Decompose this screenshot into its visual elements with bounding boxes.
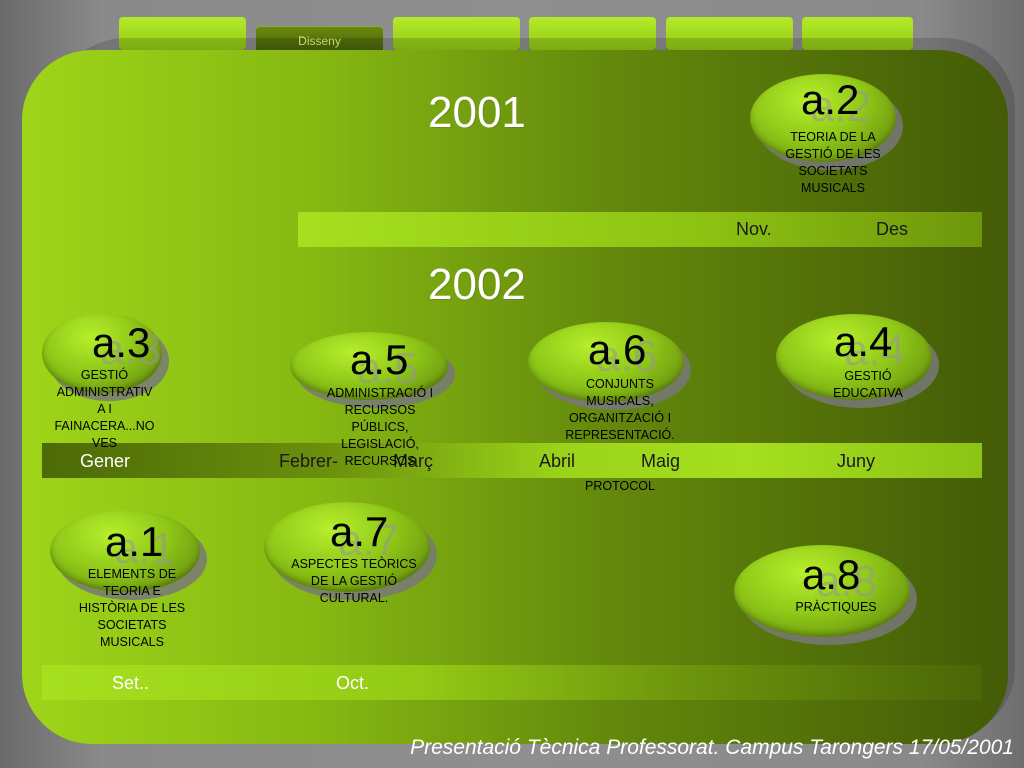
tab-3[interactable] — [393, 17, 520, 50]
module-description: ASPECTES TEÒRICS DE LA GESTIÓ CULTURAL. — [291, 557, 417, 605]
module-code: a.7 — [330, 508, 389, 555]
module-code-ghost: a.2 — [810, 82, 872, 131]
module-description: GESTIÓ EDUCATIVA — [833, 369, 903, 400]
month-label: Set.. — [112, 673, 150, 693]
tab-1[interactable] — [119, 17, 246, 50]
timeline-bar-autumn: Set.. Oct. — [42, 665, 982, 700]
module-description: ELEMENTS DE TEORIA E HISTÒRIA DE LES SOCIET… — [78, 567, 186, 649]
month-label: Des — [876, 219, 909, 239]
module-code: a.8 — [802, 551, 861, 598]
month-label: Maig — [641, 451, 681, 471]
timeline-bar-2001: Nov. Des — [298, 212, 982, 247]
month-label: Febrer- — [279, 451, 339, 471]
module-code: a.3 — [92, 319, 151, 366]
main-panel: 2001 Nov. Des 2002 Gener Febrer- Març Ab… — [22, 50, 1008, 744]
month-label: Abril — [539, 451, 576, 471]
tab-5[interactable] — [666, 17, 793, 50]
module-code: a.4 — [834, 318, 893, 365]
footer-caption: Presentació Tècnica Professorat. Campus … — [410, 736, 1014, 759]
module-code: a.5 — [350, 336, 409, 383]
module-code: a.2 — [801, 76, 860, 123]
module-description: PRÀCTIQUES — [795, 600, 877, 614]
month-label: Gener — [80, 451, 131, 471]
module-description: CONJUNTS MUSICALS, ORGANITZACIÓ I REPRESENT… — [565, 377, 675, 493]
module-description: TEORIA DE LA GESTIÓ DE LES SOCIETATS MUSICA… — [785, 130, 881, 195]
tab-4[interactable] — [529, 17, 656, 50]
month-label: Nov. — [736, 219, 772, 239]
month-label: Oct. — [336, 673, 370, 693]
month-label: Juny — [837, 451, 876, 471]
year-2001: 2001 — [428, 88, 526, 137]
tab-6[interactable] — [802, 17, 913, 50]
module-code: a.1 — [105, 518, 164, 565]
timeline-bar-2002: Gener Febrer- Març Abril Maig Juny — [42, 443, 982, 478]
month-label: Març — [393, 451, 433, 471]
year-2002: 2002 — [428, 260, 526, 309]
top-tab-strip: Disseny — [0, 17, 1024, 59]
module-code: a.6 — [588, 326, 647, 373]
module-description: ADMINISTRACIÓ I RECURSOS PÚBLICS, LEGISLACI… — [326, 386, 434, 468]
module-description: GESTIÓ ADMINISTRATIV A I FAINACERA...NO VES — [54, 368, 155, 450]
